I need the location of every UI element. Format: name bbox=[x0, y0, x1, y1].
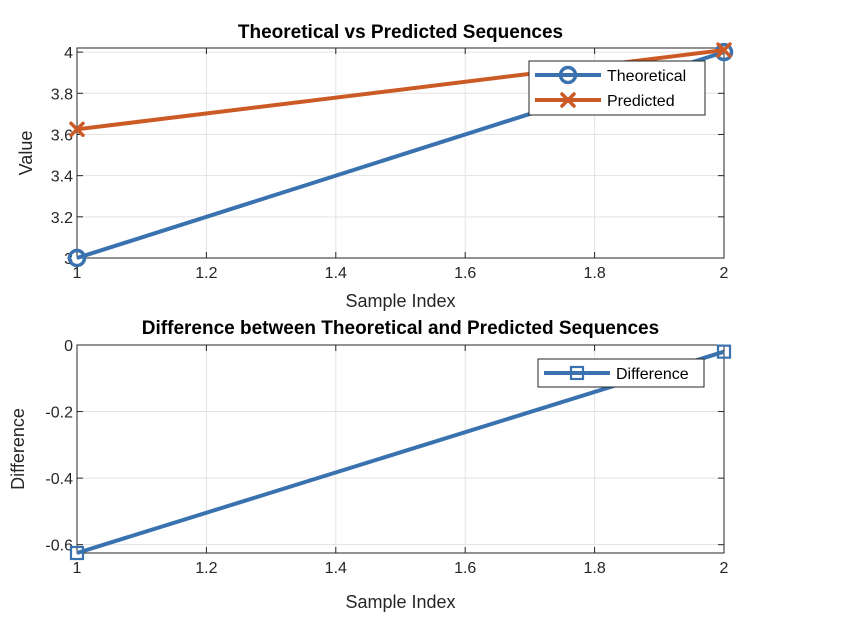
y-axis-label: Value bbox=[16, 131, 36, 176]
data-point bbox=[67, 248, 87, 268]
data-point bbox=[716, 344, 732, 359]
x-tick-label: 2 bbox=[720, 560, 729, 577]
x-tick-label: 1 bbox=[73, 265, 82, 282]
data-point bbox=[69, 121, 85, 138]
x-tick-label: 1.6 bbox=[454, 265, 476, 282]
chart-title: Theoretical vs Predicted Sequences bbox=[238, 22, 563, 43]
x-tick-label: 1.8 bbox=[583, 560, 605, 577]
y-tick-label: -0.4 bbox=[45, 471, 73, 488]
legend-label: Predicted bbox=[607, 93, 675, 110]
legend-label: Difference bbox=[616, 366, 689, 383]
x-tick-label: 1.6 bbox=[454, 560, 476, 577]
legend: Theoretical Predicted bbox=[528, 60, 706, 116]
legend-box bbox=[528, 60, 706, 116]
y-tick-label: -0.2 bbox=[45, 405, 73, 422]
y-tick-label: 0 bbox=[64, 338, 73, 355]
axes-box bbox=[76, 47, 725, 259]
y-tick-label: 3.6 bbox=[51, 127, 73, 144]
x-tick-label: 2 bbox=[720, 265, 729, 282]
bottom-subplot: 1 1.2 1.4 1.6 1.8 2 -0.6 -0.4 -0.2 0 Difference be… bbox=[8, 318, 732, 612]
legend-marker bbox=[569, 365, 585, 381]
legend-label: Theoretical bbox=[607, 68, 686, 85]
x-tick-label: 1.8 bbox=[583, 265, 605, 282]
data-point bbox=[69, 545, 85, 561]
x-tick-label: 1.2 bbox=[195, 265, 217, 282]
y-tick-label: -0.6 bbox=[45, 538, 73, 555]
legend: Difference bbox=[537, 358, 705, 388]
x-tick-label: 1.4 bbox=[325, 560, 347, 577]
y-axis-label: Difference bbox=[8, 408, 28, 490]
x-axis-label: Sample Index bbox=[345, 291, 455, 311]
data-point bbox=[716, 42, 732, 58]
y-tick-label: 3.4 bbox=[51, 169, 73, 186]
y-tick-label: 3.2 bbox=[51, 210, 73, 227]
x-axis-label: Sample Index bbox=[345, 592, 455, 612]
legend-marker bbox=[558, 65, 578, 85]
y-tick-label: 4 bbox=[64, 45, 73, 62]
x-tick-label: 1 bbox=[73, 560, 82, 577]
legend-marker bbox=[560, 92, 576, 108]
axes-box bbox=[76, 344, 725, 554]
top-subplot: 1 1.2 1.4 1.6 1.8 233.23.43.63.84Theoretical … bbox=[16, 22, 734, 311]
y-tick-label: 3.8 bbox=[51, 86, 73, 103]
chart-title: Difference between Theoretical and Predi… bbox=[142, 318, 659, 339]
x-tick-label: 1.4 bbox=[325, 265, 347, 282]
x-tick-label: 1.2 bbox=[195, 560, 217, 577]
